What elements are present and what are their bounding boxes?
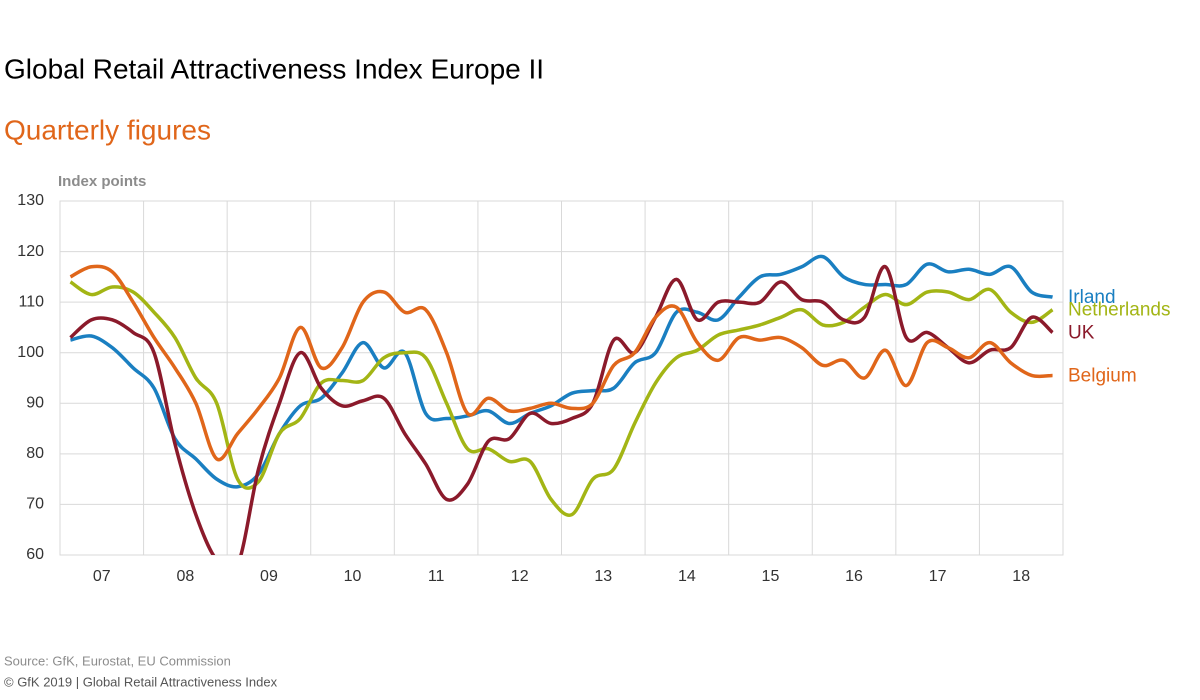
- y-tick-label: 90: [26, 395, 44, 412]
- series-line: [69, 264, 1054, 555]
- series-line: [69, 280, 1054, 517]
- y-tick-label: 60: [26, 546, 44, 563]
- x-tick-label: 09: [260, 568, 278, 585]
- x-tick-label: 18: [1012, 568, 1030, 585]
- legend-label: Belgium: [1068, 365, 1137, 386]
- copyright: © GfK 2019 | Global Retail Attractivenes…: [4, 674, 278, 689]
- chart-title: Global Retail Attractiveness Index Europ…: [4, 53, 544, 84]
- x-tick-label: 13: [594, 568, 612, 585]
- series-line: [70, 254, 1053, 489]
- x-tick-label: 16: [845, 568, 863, 585]
- y-tick-label: 110: [18, 293, 44, 310]
- series-line: [69, 264, 1053, 462]
- x-tick-label: 14: [678, 568, 696, 585]
- y-tick-label: 130: [17, 192, 44, 209]
- x-tick-label: 15: [762, 568, 780, 585]
- x-tick-label: 11: [428, 568, 445, 585]
- legend-label: Netherlands: [1068, 300, 1170, 321]
- y-tick-label: 100: [17, 344, 44, 361]
- x-tick-label: 08: [176, 568, 194, 585]
- y-tick-label: 80: [26, 445, 44, 462]
- x-tick-label: 10: [344, 568, 362, 585]
- x-tick-label: 17: [929, 568, 947, 585]
- x-tick-label: 12: [511, 568, 529, 585]
- y-tick-label: 120: [17, 243, 44, 260]
- y-tick-label: 70: [26, 496, 44, 513]
- legend-label: Irland: [1068, 287, 1116, 308]
- x-tick-label: 07: [93, 568, 111, 585]
- source: Source: GfK, Eurostat, EU Commission: [4, 653, 231, 668]
- legend-label: UK: [1068, 323, 1095, 344]
- y-axis-label: Index points: [58, 173, 146, 190]
- lines: [69, 254, 1054, 555]
- chart-subtitle: Quarterly figures: [4, 114, 211, 145]
